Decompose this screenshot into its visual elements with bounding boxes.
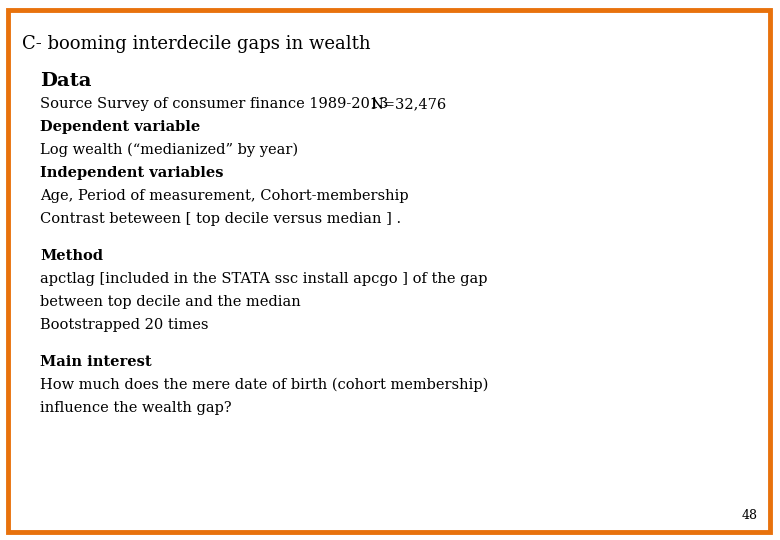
Text: apctlag [included in the STATA ssc install apcgo ] of the gap: apctlag [included in the STATA ssc insta…	[40, 272, 487, 286]
Text: between top decile and the median: between top decile and the median	[40, 295, 301, 309]
Text: Method: Method	[40, 249, 103, 263]
Text: Independent variables: Independent variables	[40, 166, 224, 180]
Text: Source Survey of consumer finance 1989-2013: Source Survey of consumer finance 1989-2…	[40, 97, 388, 111]
Text: Bootstrapped 20 times: Bootstrapped 20 times	[40, 318, 208, 332]
Text: Dependent variable: Dependent variable	[40, 120, 200, 134]
Text: Log wealth (“medianized” by year): Log wealth (“medianized” by year)	[40, 143, 298, 157]
Text: Data: Data	[40, 72, 91, 90]
Text: Contrast beteween [ top decile versus median ] .: Contrast beteween [ top decile versus me…	[40, 212, 401, 226]
Text: N=32,476: N=32,476	[370, 97, 446, 111]
Text: Main interest: Main interest	[40, 355, 151, 369]
Text: influence the wealth gap?: influence the wealth gap?	[40, 401, 232, 415]
Text: 48: 48	[742, 509, 758, 522]
Text: How much does the mere date of birth (cohort membership): How much does the mere date of birth (co…	[40, 378, 488, 393]
Text: Age, Period of measurement, Cohort-membership: Age, Period of measurement, Cohort-membe…	[40, 189, 409, 203]
Text: C- booming interdecile gaps in wealth: C- booming interdecile gaps in wealth	[22, 35, 370, 53]
FancyBboxPatch shape	[8, 10, 770, 532]
